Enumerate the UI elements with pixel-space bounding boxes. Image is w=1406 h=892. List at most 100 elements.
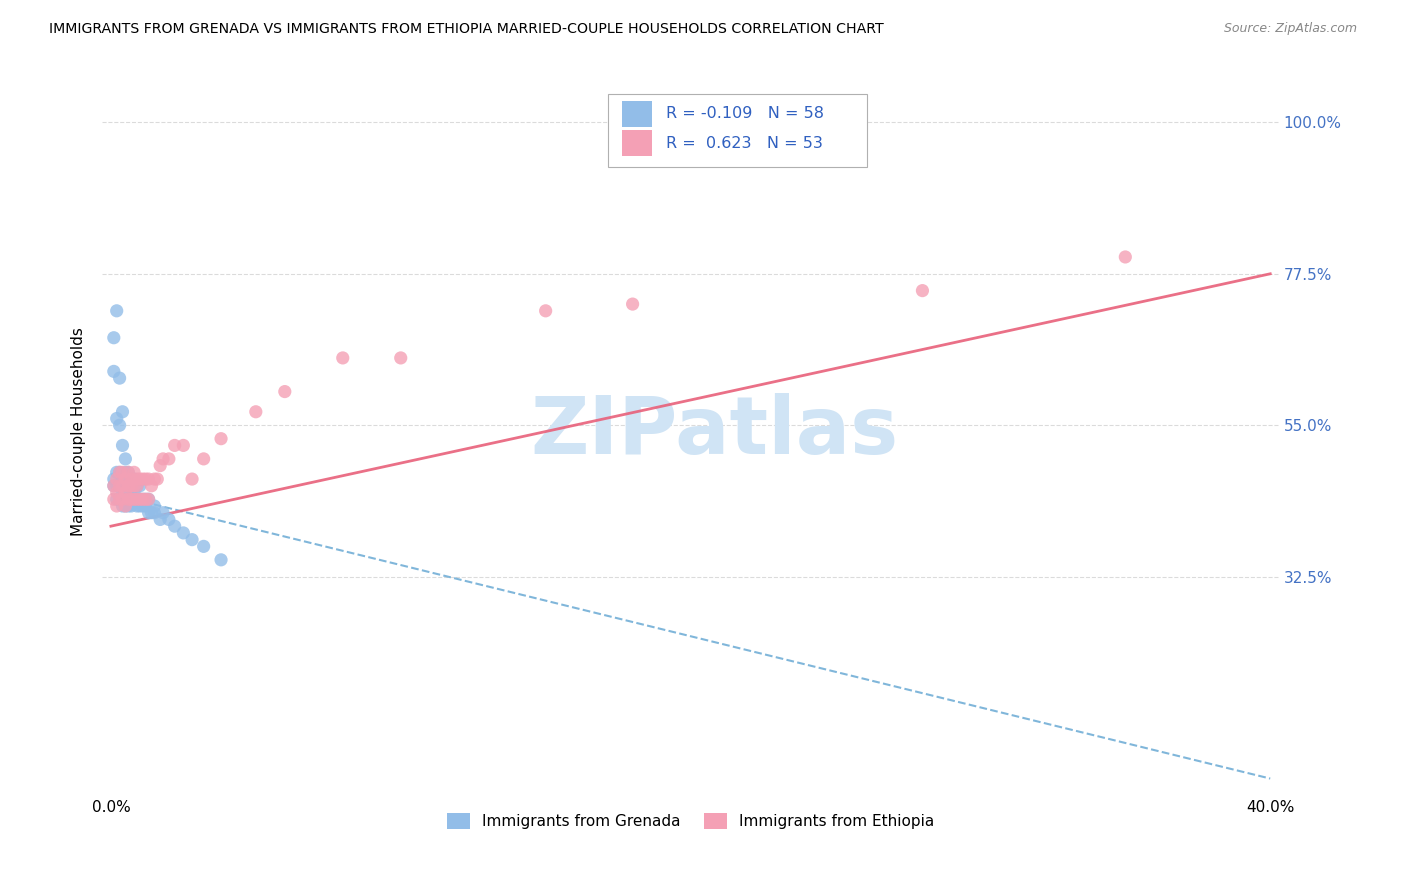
Point xyxy=(117,466,139,480)
Point xyxy=(114,485,136,500)
Point xyxy=(105,492,128,507)
Point xyxy=(117,492,139,507)
Point xyxy=(152,506,174,520)
Text: R =  0.623   N = 53: R = 0.623 N = 53 xyxy=(666,136,823,151)
Point xyxy=(105,303,128,318)
Point xyxy=(120,492,142,507)
Point xyxy=(111,479,134,493)
FancyBboxPatch shape xyxy=(609,94,868,167)
Point xyxy=(122,485,145,500)
Point xyxy=(534,303,557,318)
Point xyxy=(172,438,194,452)
Point xyxy=(135,499,157,513)
Point xyxy=(103,331,125,345)
Point xyxy=(143,472,166,486)
Point xyxy=(117,479,139,493)
Point xyxy=(114,499,136,513)
Point xyxy=(274,384,297,399)
Y-axis label: Married-couple Households: Married-couple Households xyxy=(72,327,86,536)
Point xyxy=(114,492,136,507)
Point xyxy=(122,492,145,507)
Point xyxy=(120,499,142,513)
FancyBboxPatch shape xyxy=(623,130,652,156)
FancyBboxPatch shape xyxy=(623,101,652,127)
Point xyxy=(163,519,186,533)
Point xyxy=(181,533,204,547)
Point xyxy=(132,492,155,507)
Point xyxy=(103,472,125,486)
Point xyxy=(111,405,134,419)
Point xyxy=(135,492,157,507)
Point xyxy=(138,492,160,507)
Point xyxy=(332,351,354,365)
Point xyxy=(125,492,148,507)
Point xyxy=(128,492,150,507)
Point xyxy=(105,499,128,513)
Point xyxy=(111,499,134,513)
Point xyxy=(105,485,128,500)
Point xyxy=(621,297,644,311)
Point xyxy=(103,479,125,493)
Point xyxy=(172,525,194,540)
Point xyxy=(911,284,934,298)
Point xyxy=(128,472,150,486)
Point xyxy=(120,472,142,486)
Point xyxy=(111,438,134,452)
Point xyxy=(163,438,186,452)
Text: IMMIGRANTS FROM GRENADA VS IMMIGRANTS FROM ETHIOPIA MARRIED-COUPLE HOUSEHOLDS CO: IMMIGRANTS FROM GRENADA VS IMMIGRANTS FR… xyxy=(49,22,884,37)
Point xyxy=(141,479,163,493)
Point xyxy=(108,492,131,507)
Point xyxy=(209,432,232,446)
Point xyxy=(108,466,131,480)
Point xyxy=(122,472,145,486)
Point xyxy=(111,472,134,486)
Text: R = -0.109   N = 58: R = -0.109 N = 58 xyxy=(666,106,824,121)
Point xyxy=(122,492,145,507)
Point xyxy=(135,472,157,486)
Point xyxy=(117,492,139,507)
Point xyxy=(105,472,128,486)
Point xyxy=(117,499,139,513)
Point xyxy=(128,499,150,513)
Point xyxy=(108,418,131,433)
Text: ZIPatlas: ZIPatlas xyxy=(530,393,898,471)
Point xyxy=(108,492,131,507)
Point xyxy=(114,451,136,466)
Point xyxy=(120,492,142,507)
Point xyxy=(135,492,157,507)
Point xyxy=(128,492,150,507)
Point xyxy=(1114,250,1136,264)
Point xyxy=(117,479,139,493)
Point xyxy=(193,540,215,554)
Point xyxy=(132,492,155,507)
Point xyxy=(103,492,125,507)
Point xyxy=(132,499,155,513)
Point xyxy=(114,499,136,513)
Point xyxy=(117,466,139,480)
Point xyxy=(105,479,128,493)
Point xyxy=(181,472,204,486)
Point xyxy=(114,466,136,480)
Point xyxy=(108,479,131,493)
Point xyxy=(105,411,128,425)
Point xyxy=(143,506,166,520)
Point xyxy=(122,466,145,480)
Point xyxy=(125,499,148,513)
Point xyxy=(125,492,148,507)
Legend: Immigrants from Grenada, Immigrants from Ethiopia: Immigrants from Grenada, Immigrants from… xyxy=(441,806,941,835)
Point xyxy=(138,506,160,520)
Point xyxy=(141,506,163,520)
Point xyxy=(149,512,172,526)
Point xyxy=(122,479,145,493)
Point xyxy=(114,472,136,486)
Point xyxy=(193,451,215,466)
Point xyxy=(157,451,180,466)
Point xyxy=(389,351,412,365)
Point xyxy=(111,466,134,480)
Point xyxy=(138,472,160,486)
Point xyxy=(114,479,136,493)
Point xyxy=(108,466,131,480)
Point xyxy=(103,479,125,493)
Point xyxy=(146,472,169,486)
Point xyxy=(111,492,134,507)
